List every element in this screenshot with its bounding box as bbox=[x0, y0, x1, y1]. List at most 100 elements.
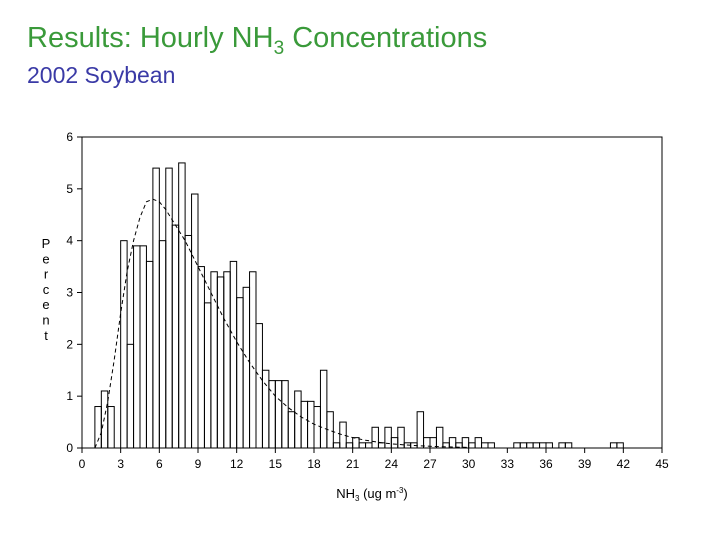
histogram-bar bbox=[448, 437, 457, 449]
x-tick-label: 27 bbox=[423, 457, 437, 471]
histogram-bar bbox=[229, 260, 238, 449]
histogram-bar bbox=[539, 442, 547, 449]
histogram-bar bbox=[616, 442, 624, 449]
histogram-bar bbox=[139, 245, 147, 449]
histogram-bars bbox=[94, 162, 624, 449]
x-tick-label: 3 bbox=[117, 457, 124, 471]
y-axis-label-letter: e bbox=[42, 297, 49, 312]
histogram-bar bbox=[609, 442, 618, 449]
histogram-bar bbox=[564, 442, 573, 449]
x-axis-label-main: NH bbox=[336, 486, 355, 501]
histogram-bar bbox=[481, 442, 489, 449]
x-tick-label: 39 bbox=[578, 457, 592, 471]
histogram-bar bbox=[255, 323, 263, 449]
histogram-bar bbox=[126, 343, 135, 449]
histogram-bar bbox=[461, 437, 470, 449]
histogram-bar bbox=[287, 411, 296, 449]
histogram-bar bbox=[435, 426, 444, 449]
histogram-bar bbox=[332, 442, 341, 449]
histogram-bar bbox=[294, 390, 302, 449]
histogram-bar bbox=[352, 437, 360, 449]
histogram-bar bbox=[249, 271, 257, 449]
title-rest: Concentrations bbox=[284, 22, 488, 54]
y-axis-label-letter: e bbox=[42, 251, 49, 266]
histogram-bar bbox=[107, 406, 115, 449]
histogram-bar bbox=[384, 426, 392, 449]
histogram-bar bbox=[526, 442, 534, 449]
x-tick-label: 0 bbox=[79, 457, 86, 471]
x-tick-label: 21 bbox=[346, 457, 360, 471]
histogram-bar bbox=[191, 193, 199, 449]
y-axis-label-letter: r bbox=[44, 267, 49, 282]
histogram-bar bbox=[513, 442, 521, 449]
histogram-bar bbox=[165, 167, 173, 449]
histogram-bar bbox=[416, 411, 425, 449]
x-axis-label-units: (ug m bbox=[359, 486, 396, 501]
histogram-bar bbox=[313, 406, 321, 449]
histogram-bar bbox=[268, 380, 276, 449]
histogram-bar bbox=[307, 400, 315, 449]
x-tick-label: 30 bbox=[462, 457, 476, 471]
histogram-bar bbox=[223, 271, 231, 449]
x-tick-label: 33 bbox=[501, 457, 515, 471]
histogram-bar bbox=[210, 271, 218, 449]
histogram-bar bbox=[158, 240, 167, 449]
histogram-bar bbox=[100, 390, 109, 449]
histogram-bar bbox=[197, 266, 205, 449]
title-subscript: 3 bbox=[273, 37, 285, 59]
y-tick-label: 0 bbox=[66, 441, 73, 455]
histogram-bar bbox=[171, 224, 180, 449]
y-tick-label: 3 bbox=[66, 286, 73, 300]
x-tick-label: 15 bbox=[269, 457, 283, 471]
histogram-bar bbox=[120, 240, 128, 449]
y-tick-label: 1 bbox=[66, 389, 73, 403]
histogram-bar bbox=[390, 437, 399, 449]
histogram-bar bbox=[532, 442, 541, 449]
histogram-bar bbox=[178, 162, 186, 449]
x-tick-label: 24 bbox=[385, 457, 399, 471]
histogram-bar bbox=[274, 380, 283, 449]
histogram-bar bbox=[319, 369, 328, 449]
histogram-bar bbox=[133, 245, 141, 449]
y-tick-label: 6 bbox=[66, 130, 73, 144]
y-axis-label-letter: n bbox=[42, 313, 49, 328]
histogram-bar bbox=[371, 426, 379, 449]
y-tick-label: 4 bbox=[66, 234, 73, 248]
histogram-bar bbox=[242, 286, 251, 449]
histogram-bar bbox=[94, 406, 102, 449]
histogram-bar bbox=[261, 369, 270, 449]
histogram-bar bbox=[558, 442, 566, 449]
histogram-bar bbox=[152, 167, 160, 449]
y-tick-label: 2 bbox=[66, 337, 73, 351]
y-axis-label-letter: t bbox=[44, 328, 48, 343]
x-tick-label: 6 bbox=[156, 457, 163, 471]
histogram-bar bbox=[377, 442, 386, 449]
y-axis-label-letter: c bbox=[43, 282, 50, 297]
x-tick-label: 9 bbox=[195, 457, 202, 471]
histogram-bar bbox=[300, 400, 309, 449]
histogram-bar bbox=[236, 297, 244, 449]
title-main: Results: Hourly NH bbox=[27, 22, 274, 54]
histogram-bar bbox=[545, 442, 553, 449]
x-axis-label-subscript: 3 bbox=[355, 494, 360, 503]
histogram-bar bbox=[487, 442, 495, 449]
histogram-bar bbox=[184, 234, 193, 449]
histogram-bar bbox=[468, 442, 476, 449]
histogram-bar bbox=[345, 442, 354, 449]
x-tick-label: 18 bbox=[307, 457, 321, 471]
y-axis-ticks: 0 1 2 3 4 5 6 bbox=[66, 130, 82, 455]
histogram-bar bbox=[203, 302, 212, 449]
y-tick-label: 5 bbox=[66, 182, 73, 196]
histogram-bar bbox=[339, 421, 347, 449]
histogram-bar bbox=[365, 442, 373, 449]
x-tick-label: 36 bbox=[539, 457, 553, 471]
histogram-bar bbox=[474, 437, 483, 449]
x-axis-label-end: ) bbox=[403, 486, 407, 501]
slide-subtitle: 2002 Soybean bbox=[27, 62, 176, 88]
x-tick-label: 45 bbox=[655, 457, 669, 471]
x-tick-label: 42 bbox=[617, 457, 631, 471]
x-axis-ticks: 0 3 6 9 12 15 18 21 24 27 30 33 36 39 42 45 bbox=[79, 448, 669, 471]
x-tick-label: 12 bbox=[230, 457, 244, 471]
